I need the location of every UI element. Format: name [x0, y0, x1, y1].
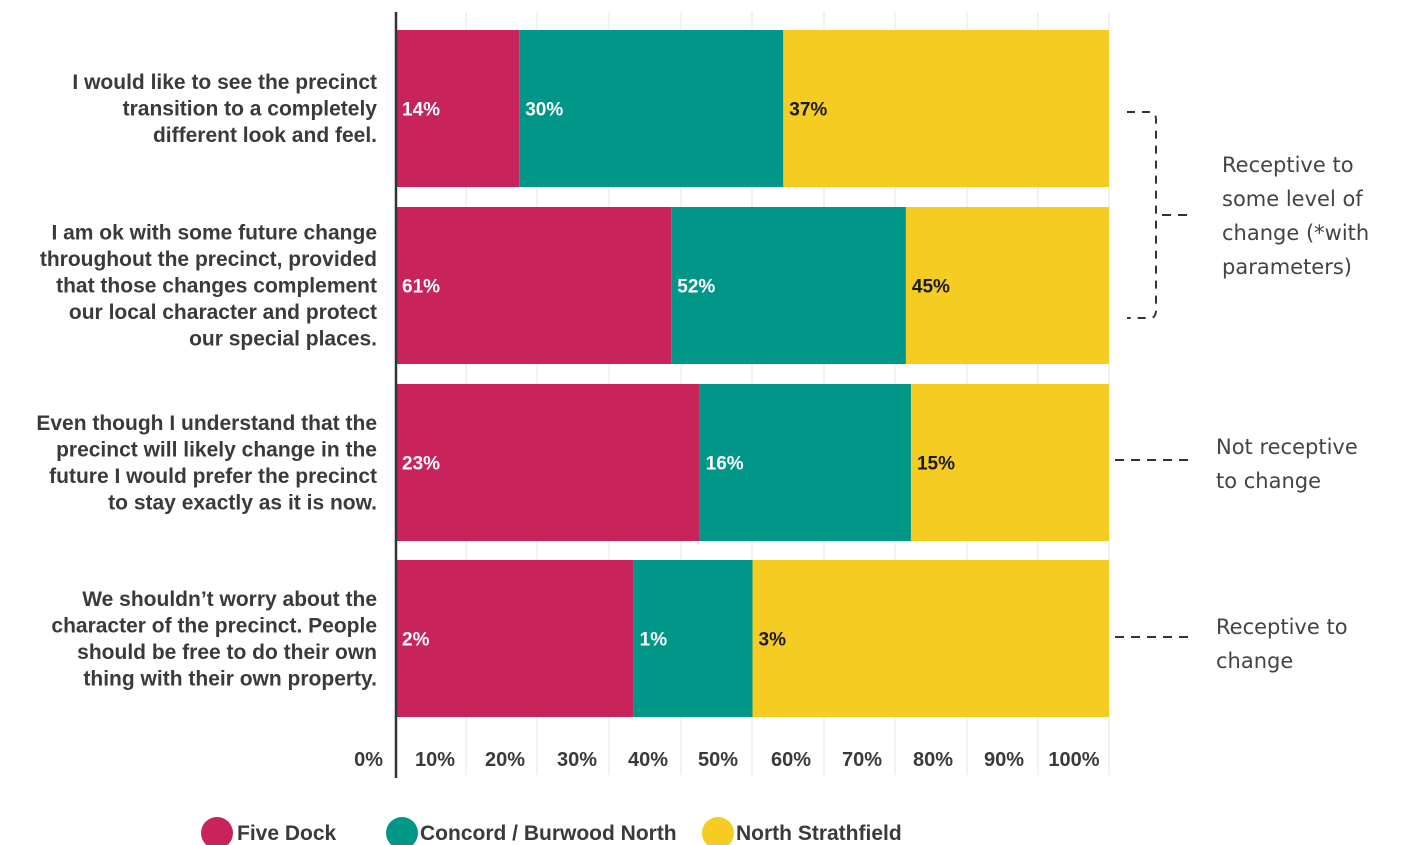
bar-segment — [752, 560, 1109, 717]
bar-segment — [905, 207, 1109, 364]
annotation-bracket — [1127, 111, 1157, 319]
annotation-line: Not receptive — [1216, 435, 1358, 459]
data-label: 30% — [525, 100, 563, 121]
x-tick-label: 40% — [628, 749, 668, 771]
data-label: 16% — [706, 454, 744, 475]
annotation-line: to change — [1216, 469, 1321, 493]
x-tick-label: 0% — [354, 749, 383, 771]
legend-label: North Strathfield — [736, 822, 902, 845]
bar-segment — [910, 384, 1109, 541]
bar-segment — [699, 384, 911, 541]
data-label: 1% — [640, 630, 668, 651]
annotation-line: parameters) — [1222, 255, 1352, 279]
bar-segment — [396, 384, 700, 541]
category-label: Even though I understand that the precinc… — [36, 412, 377, 515]
data-label: 52% — [677, 277, 715, 298]
data-label: 14% — [402, 100, 440, 121]
bar-segment — [396, 560, 634, 717]
annotation-label: Receptive to some level of change (*with pa… — [1222, 153, 1369, 279]
x-tick-label: 90% — [984, 749, 1024, 771]
data-label: 3% — [759, 630, 787, 651]
x-tick-label: 10% — [415, 749, 455, 771]
annotation-label: Receptive to change — [1216, 615, 1348, 673]
bar-segment — [633, 560, 753, 717]
x-tick-label: 100% — [1048, 749, 1099, 771]
legend-swatch — [201, 817, 233, 845]
annotation-line: some level of — [1222, 187, 1363, 211]
legend-label: Concord / Burwood North — [420, 822, 677, 845]
annotation-line: Receptive to — [1222, 153, 1354, 177]
legend-label: Five Dock — [237, 822, 337, 845]
category-label: I am ok with some future change throughou… — [40, 222, 377, 351]
bar-segment — [396, 30, 520, 187]
data-label: 2% — [402, 630, 430, 651]
annotation-label: Not receptive to change — [1216, 435, 1358, 493]
x-tick-label: 60% — [771, 749, 811, 771]
data-label: 61% — [402, 277, 440, 298]
data-label: 23% — [402, 454, 440, 475]
category-label: I would like to see the precinct transiti… — [72, 71, 377, 147]
legend-swatch — [702, 817, 734, 845]
legend-swatch — [386, 817, 418, 845]
data-label: 37% — [789, 100, 827, 121]
annotation-line: change (*with — [1222, 221, 1369, 245]
data-label: 15% — [917, 454, 955, 475]
bar-segment — [783, 30, 1109, 187]
annotation-line: Receptive to — [1216, 615, 1348, 639]
bar-segment — [519, 30, 784, 187]
x-tick-label: 30% — [557, 749, 597, 771]
bar-segment — [396, 207, 672, 364]
x-tick-label: 70% — [842, 749, 882, 771]
annotation-line: change — [1216, 649, 1293, 673]
data-label: 45% — [912, 277, 950, 298]
x-tick-label: 20% — [485, 749, 525, 771]
bar-segment — [671, 207, 906, 364]
x-tick-label: 50% — [698, 749, 738, 771]
category-label: We shouldn’t worry about the character of… — [51, 588, 377, 691]
x-tick-label: 80% — [913, 749, 953, 771]
